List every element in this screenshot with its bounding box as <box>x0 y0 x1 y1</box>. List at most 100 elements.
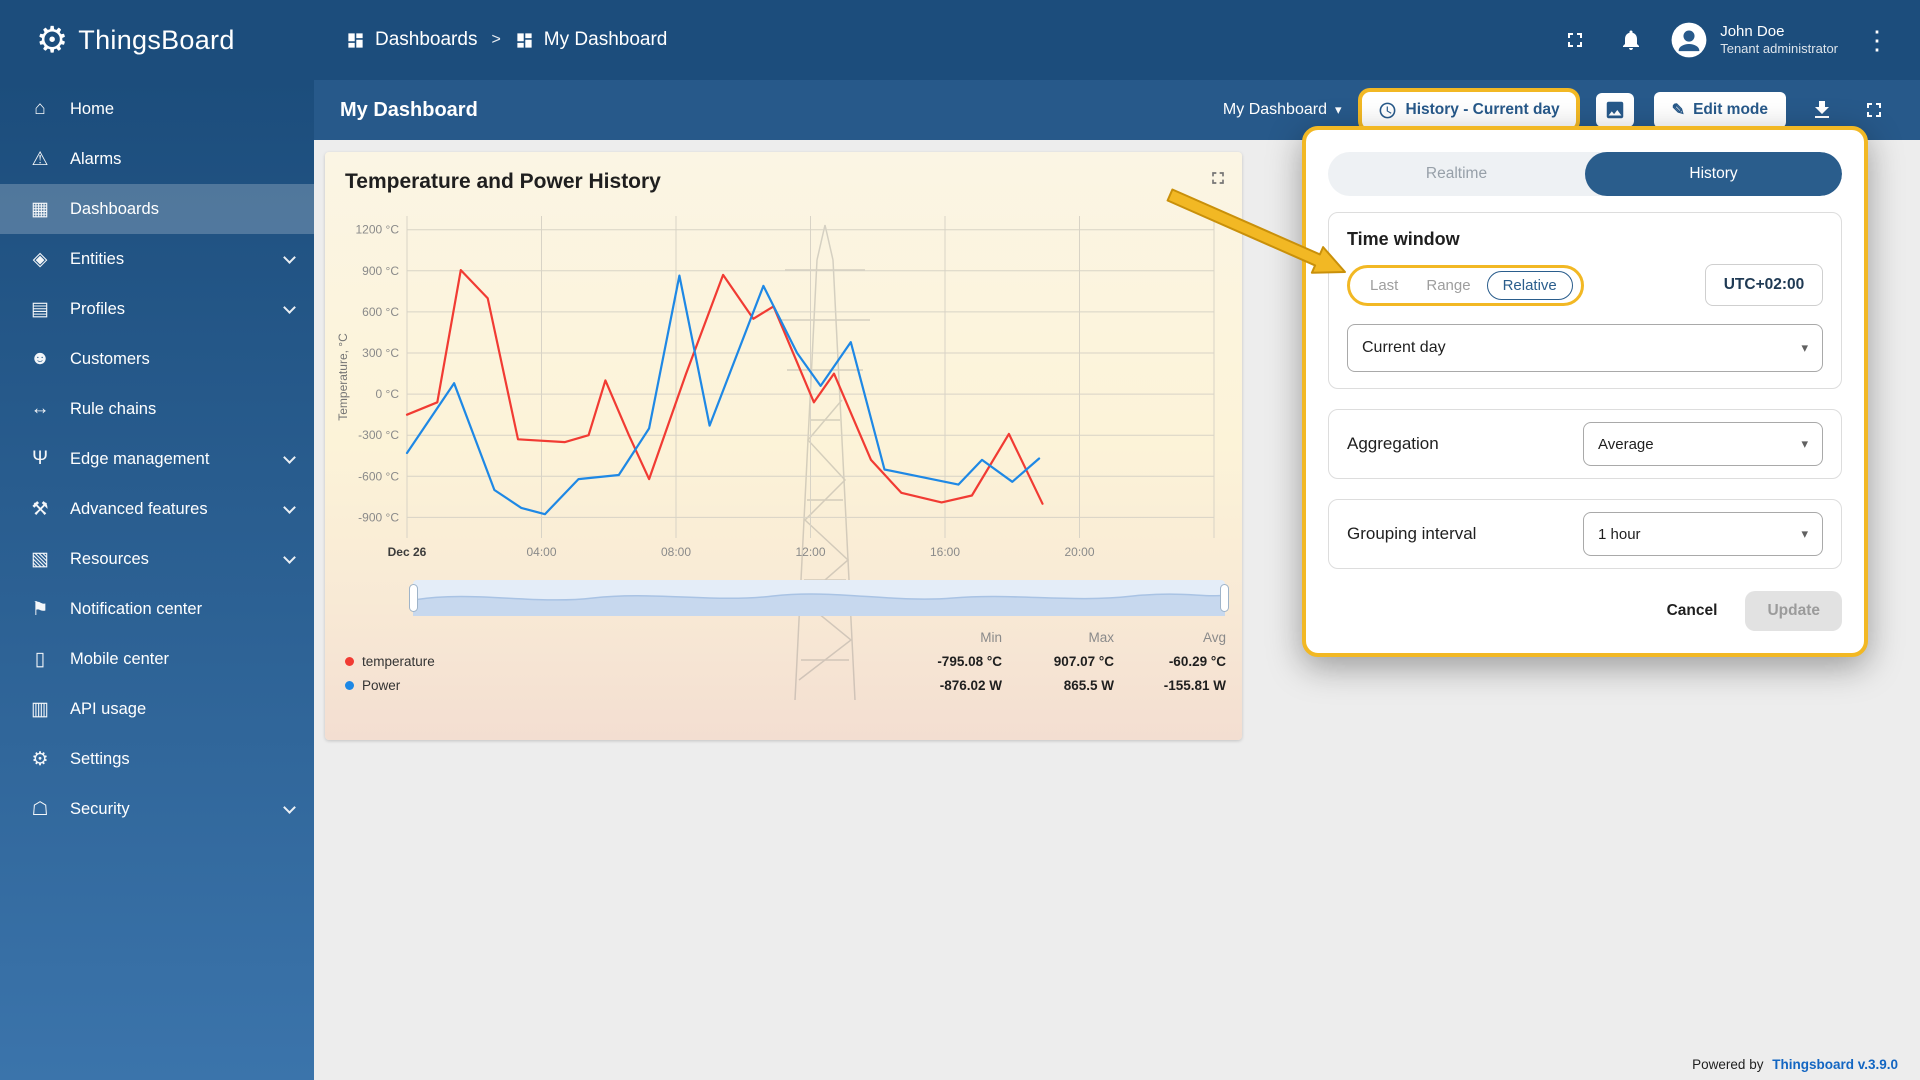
dashboards-icon: ▦ <box>31 198 49 220</box>
svg-text:-600 °C: -600 °C <box>358 469 399 483</box>
time-window-heading: Time window <box>1347 229 1460 249</box>
user-role: Tenant administrator <box>1720 41 1838 57</box>
time-range-selector[interactable] <box>409 580 1229 616</box>
series-name: temperature <box>362 654 435 669</box>
sidebar-item-label: Notification center <box>70 599 203 618</box>
svg-text:900 °C: 900 °C <box>362 264 399 278</box>
sidebar-item-label: Entities <box>70 249 125 268</box>
sidebar-item-profiles[interactable]: ▤ Profiles <box>0 284 314 334</box>
svg-text:16:00: 16:00 <box>930 545 960 559</box>
tab-history[interactable]: History <box>1585 152 1842 196</box>
sidebar-item-home[interactable]: ⌂ Home <box>0 84 314 134</box>
sidebar-item-label: Resources <box>70 549 149 568</box>
widget-expand-icon[interactable] <box>1208 168 1228 193</box>
sidebar-item-rule-chains[interactable]: ↔ Rule chains <box>0 384 314 434</box>
series-name: Power <box>362 678 401 693</box>
legend-item-temperature[interactable]: temperature <box>345 654 890 669</box>
series-max: 907.07 °C <box>1053 654 1114 669</box>
timewindow-panel: Realtime History Time window Last Range … <box>1302 126 1868 657</box>
app-name: ThingsBoard <box>78 24 235 55</box>
svg-text:-900 °C: -900 °C <box>358 510 399 524</box>
fullscreen-icon[interactable] <box>1558 23 1592 57</box>
mode-relative[interactable]: Relative <box>1486 270 1573 300</box>
sidebar-item-customers[interactable]: ☻ Customers <box>0 334 314 384</box>
sidebar: ⌂ Home ⚠ Alarms ▦ Dashboards ◈ Entities … <box>0 80 314 1080</box>
aggregation-select-value: Average <box>1598 435 1654 453</box>
interval-select-value: Current day <box>1362 339 1446 356</box>
range-handle-left[interactable] <box>409 584 418 612</box>
thingsboard-version-link[interactable]: Thingsboard v.3.9.0 <box>1772 1057 1898 1072</box>
sidebar-item-advanced-features[interactable]: ⚒ Advanced features <box>0 484 314 534</box>
notifications-bell-icon[interactable] <box>1614 23 1648 57</box>
svg-text:Temperature, °C: Temperature, °C <box>336 333 350 421</box>
image-icon <box>1606 101 1623 119</box>
svg-text:08:00: 08:00 <box>661 545 691 559</box>
dashboard-select[interactable]: My Dashboard ▾ <box>1223 101 1342 119</box>
grouping-interval-select[interactable]: 1 hour ▾ <box>1583 512 1823 556</box>
sidebar-item-label: Mobile center <box>70 649 170 668</box>
customers-icon: ☻ <box>30 348 50 369</box>
chevron-down-icon <box>283 300 296 314</box>
sidebar-item-mobile-center[interactable]: ▯ Mobile center <box>0 634 314 684</box>
range-handle-right[interactable] <box>1220 584 1229 612</box>
svg-text:12:00: 12:00 <box>795 545 825 559</box>
interval-select[interactable]: Current day ▾ <box>1347 324 1823 372</box>
more-options-icon[interactable]: ⋮ <box>1864 24 1890 55</box>
breadcrumb-current[interactable]: My Dashboard <box>515 29 667 51</box>
svg-text:04:00: 04:00 <box>526 545 556 559</box>
sidebar-item-edge-management[interactable]: Ψ Edge management <box>0 434 314 484</box>
sidebar-item-settings[interactable]: ⚙ Settings <box>0 734 314 784</box>
fullscreen-icon[interactable] <box>1858 94 1890 126</box>
timewindow-tabs: Realtime History <box>1328 152 1842 196</box>
breadcrumb: Dashboards > My Dashboard <box>346 29 667 51</box>
series-min: -795.08 °C <box>937 654 1002 669</box>
antenna-icon: Ψ <box>32 448 48 469</box>
sidebar-item-label: Customers <box>70 349 150 368</box>
timewindow-button-label: History - Current day <box>1405 101 1560 118</box>
aggregation-select[interactable]: Average ▾ <box>1583 422 1823 466</box>
sidebar-item-dashboards[interactable]: ▦ Dashboards <box>0 184 314 234</box>
sidebar-item-resources[interactable]: ▧ Resources <box>0 534 314 584</box>
update-button[interactable]: Update <box>1745 591 1842 631</box>
legend-header-max: Max <box>1088 630 1114 645</box>
series-max: 865.5 W <box>1063 678 1114 693</box>
sidebar-item-label: Alarms <box>70 149 122 168</box>
user-name: John Doe <box>1720 22 1785 40</box>
sidebar-item-notification-center[interactable]: ⚑ Notification center <box>0 584 314 634</box>
timewindow-button[interactable]: History - Current day <box>1361 91 1576 129</box>
svg-text:0 °C: 0 °C <box>376 387 400 401</box>
sidebar-item-api-usage[interactable]: ▥ API usage <box>0 684 314 734</box>
sidebar-item-entities[interactable]: ◈ Entities <box>0 234 314 284</box>
mode-last[interactable]: Last <box>1370 276 1399 294</box>
chart-legend: Min Max Avg temperature -795.08 °C 907.0… <box>345 630 1226 693</box>
sidebar-item-label: API usage <box>70 699 147 718</box>
app-logo: ⚙ ThingsBoard <box>0 22 314 58</box>
sidebar-item-label: Security <box>70 799 130 818</box>
svg-text:1200 °C: 1200 °C <box>356 223 400 237</box>
breadcrumb-dashboards[interactable]: Dashboards <box>346 29 477 51</box>
timezone-button[interactable]: UTC+02:00 <box>1705 264 1823 306</box>
sidebar-item-label: Settings <box>70 749 130 768</box>
page-title: My Dashboard <box>340 98 478 121</box>
dashboard-image-button[interactable] <box>1595 93 1634 127</box>
mode-range[interactable]: Range <box>1426 276 1471 294</box>
legend-item-power[interactable]: Power <box>345 678 890 693</box>
sidebar-item-label: Rule chains <box>70 399 157 418</box>
cancel-button[interactable]: Cancel <box>1661 594 1724 628</box>
chevron-down-icon: ▾ <box>1334 102 1342 117</box>
sidebar-item-alarms[interactable]: ⚠ Alarms <box>0 134 314 184</box>
edit-mode-button[interactable]: ✎ Edit mode <box>1653 92 1786 128</box>
chevron-down-icon <box>283 450 296 464</box>
tab-realtime[interactable]: Realtime <box>1425 165 1488 182</box>
download-icon[interactable] <box>1806 94 1838 126</box>
chart-widget: Temperature and Power History 1200 °C 900… <box>325 152 1242 740</box>
logo-gear-icon: ⚙ <box>36 19 69 60</box>
user-menu[interactable]: John Doe Tenant administrator <box>1670 21 1838 59</box>
sidebar-item-security[interactable]: ☖ Security <box>0 784 314 834</box>
series-avg: -155.81 W <box>1163 678 1226 693</box>
legend-header-min: Min <box>980 630 1002 645</box>
chevron-down-icon: ▾ <box>1801 340 1808 355</box>
sidebar-item-label: Profiles <box>70 299 126 318</box>
chevron-down-icon <box>283 250 296 264</box>
series-color-dot <box>345 657 354 666</box>
